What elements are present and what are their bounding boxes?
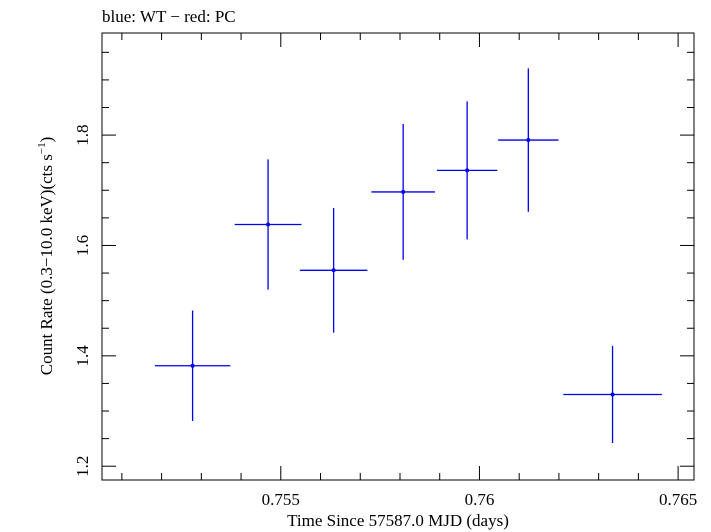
point-marker	[331, 268, 336, 273]
data-point	[234, 159, 302, 290]
point-marker	[190, 363, 195, 368]
y-axis-label-superscript: −1	[36, 142, 48, 154]
y-tick-label: 1.4	[73, 345, 92, 367]
y-tick-label: 1.2	[73, 456, 92, 477]
x-tick-label: 0.765	[659, 490, 697, 509]
data-point	[498, 68, 559, 212]
data-point	[563, 345, 662, 444]
point-marker	[266, 222, 271, 227]
x-tick-label: 0.755	[262, 490, 300, 509]
point-marker	[465, 168, 470, 173]
point-marker	[610, 392, 615, 397]
y-axis-label-main: Count Rate (0.3−10.0 keV)(cts s	[37, 154, 56, 375]
y-tick-label: 1.8	[73, 124, 92, 145]
x-axis-ticks: 0.755 0.76 0.765	[121, 33, 697, 509]
data-point	[371, 124, 435, 260]
chart-title: blue: WT − red: PC	[102, 7, 236, 26]
data-point	[436, 101, 498, 240]
data-point	[299, 207, 368, 333]
point-marker	[401, 189, 406, 194]
data-point	[154, 310, 231, 421]
x-tick-label: 0.76	[465, 490, 495, 509]
x-axis-label: Time Since 57587.0 MJD (days)	[287, 511, 509, 530]
plot-frame	[101, 32, 695, 481]
y-tick-label: 1.6	[73, 235, 92, 256]
point-marker	[526, 138, 531, 143]
y-axis-label-close: )	[37, 137, 56, 143]
data-points	[154, 68, 662, 444]
y-axis-label: Count Rate (0.3−10.0 keV)(cts s−1)	[36, 137, 56, 376]
y-axis-ticks: 1.2 1.4 1.6 1.8	[73, 51, 694, 477]
